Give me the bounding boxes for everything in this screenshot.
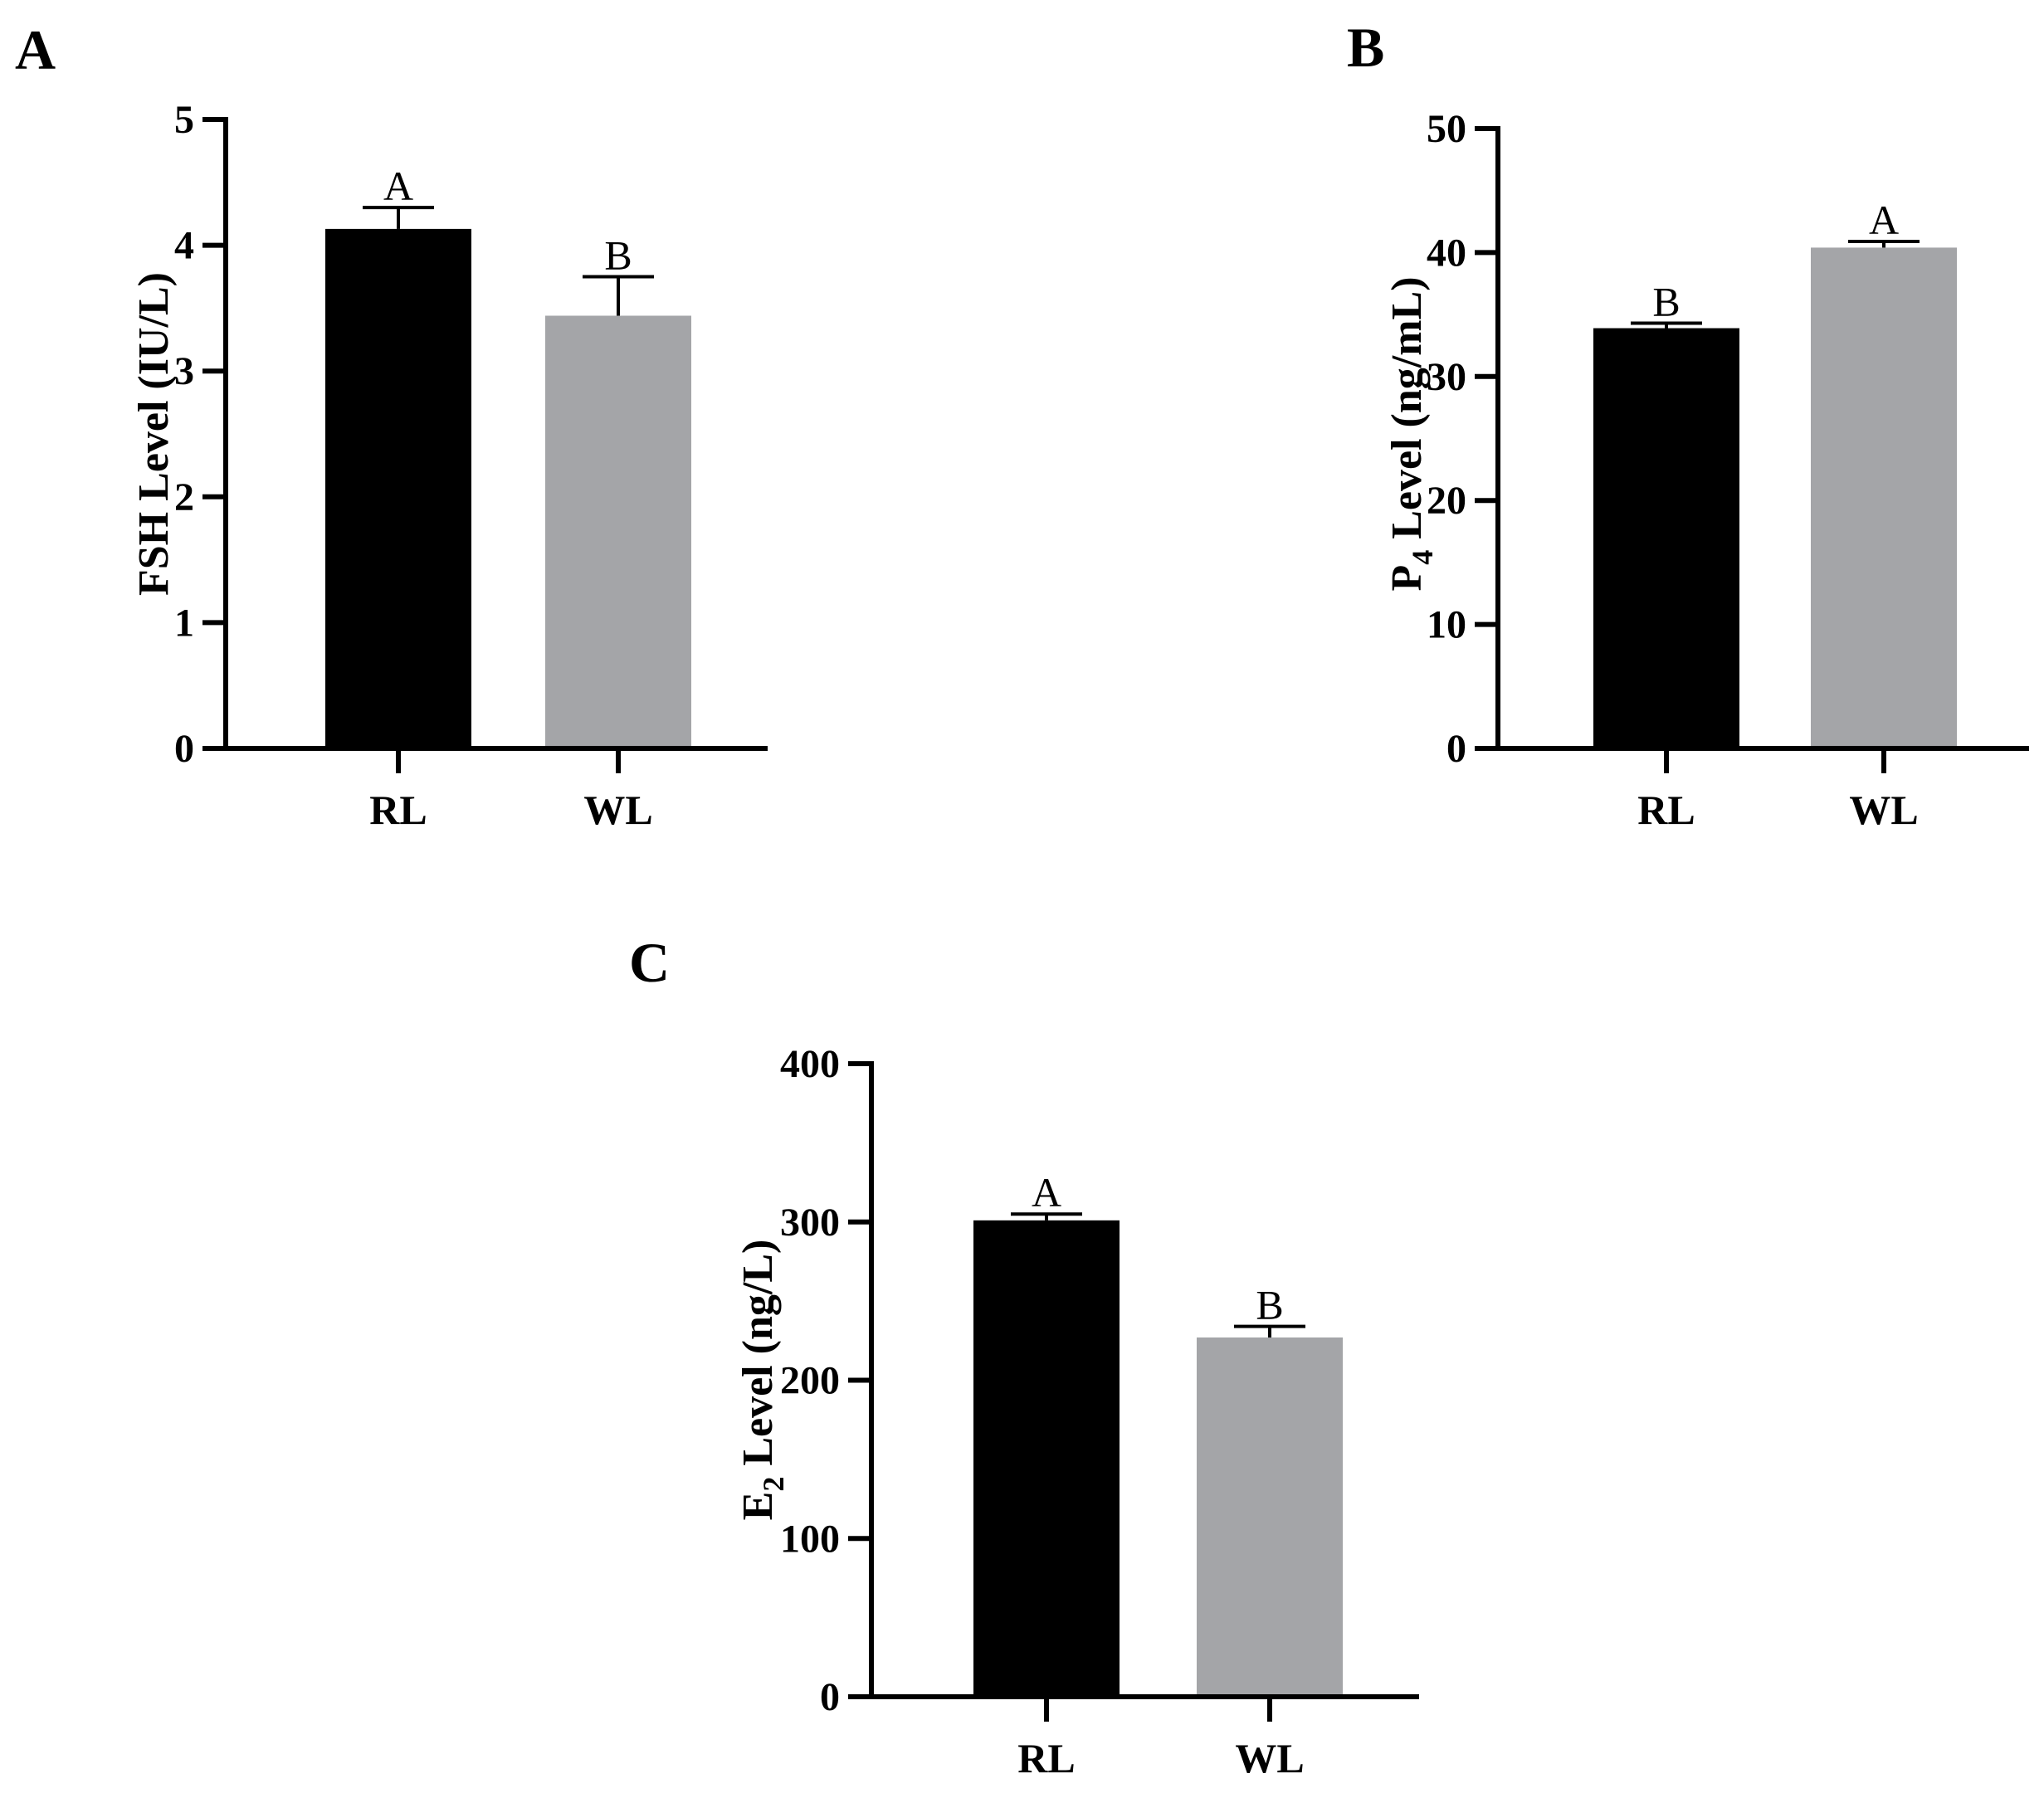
y-tick-label: 5 <box>174 98 194 142</box>
significance-label: A <box>1032 1169 1061 1216</box>
y-tick-label: 40 <box>1427 231 1466 275</box>
chart-panel-a: A A B 0 1 2 3 4 5 RL WL FSH Level (IU/L) <box>15 18 768 833</box>
panel-letter: C <box>629 931 670 994</box>
panel-letter: B <box>1347 16 1384 79</box>
bar-wl <box>1811 247 1957 748</box>
y-tick-label: 200 <box>780 1359 840 1403</box>
x-category-label: RL <box>1637 787 1695 833</box>
y-tick-label: 400 <box>780 1042 840 1086</box>
y-tick-label: 4 <box>174 224 194 268</box>
significance-label: A <box>1869 197 1899 243</box>
significance-label: B <box>1256 1282 1283 1328</box>
y-axis-title-main: E <box>734 1492 782 1521</box>
x-category-label: WL <box>1849 787 1918 833</box>
x-category-label: WL <box>1235 1735 1304 1781</box>
y-tick-label: 0 <box>820 1675 840 1719</box>
y-tick-label: 30 <box>1427 355 1466 399</box>
chart-panel-b: B B A 0 10 20 30 40 50 RL WL P4 Level (ng/mL) <box>1347 16 2029 833</box>
significance-label: A <box>383 163 413 209</box>
y-axis-title: E2 Level (ng/L) <box>734 1240 790 1521</box>
y-tick-label: 10 <box>1427 603 1466 647</box>
y-axis-title-subscript: 4 <box>1406 550 1439 565</box>
bar-rl <box>325 228 471 749</box>
y-axis-title-tail: Level (ng/mL) <box>1383 276 1431 549</box>
y-tick-label: 20 <box>1427 479 1466 523</box>
y-tick-label: 100 <box>780 1517 840 1561</box>
y-tick-label: 1 <box>174 601 194 645</box>
panel-letter: A <box>15 18 56 81</box>
bar-rl <box>1593 328 1739 748</box>
y-tick-label: 3 <box>174 349 194 393</box>
y-axis-title: P4 Level (ng/mL) <box>1383 276 1439 591</box>
bar-rl <box>973 1220 1120 1697</box>
y-tick-label: 50 <box>1427 107 1466 151</box>
y-axis-title-tail: Level (ng/L) <box>734 1240 782 1477</box>
bar-wl <box>545 315 691 749</box>
bar-wl <box>1197 1337 1343 1697</box>
y-tick-label: 2 <box>174 475 194 519</box>
x-category-label: RL <box>1017 1735 1075 1781</box>
y-axis-title-main: P <box>1383 565 1431 592</box>
chart-panel-c: C A B 0 100 200 300 400 RL WL E2 Level (ng/L) <box>629 931 1419 1781</box>
y-tick-label: 0 <box>174 727 194 771</box>
y-axis-title-main: FSH Level (IU/L) <box>130 272 178 596</box>
y-tick-label: 0 <box>1446 727 1466 771</box>
y-axis-title-subscript: 2 <box>757 1477 790 1492</box>
x-category-label: RL <box>369 787 427 833</box>
significance-label: B <box>604 232 632 279</box>
y-tick-label: 300 <box>780 1201 840 1245</box>
x-category-label: WL <box>583 787 652 833</box>
significance-label: B <box>1652 279 1680 325</box>
y-axis-title: FSH Level (IU/L) <box>130 272 178 596</box>
